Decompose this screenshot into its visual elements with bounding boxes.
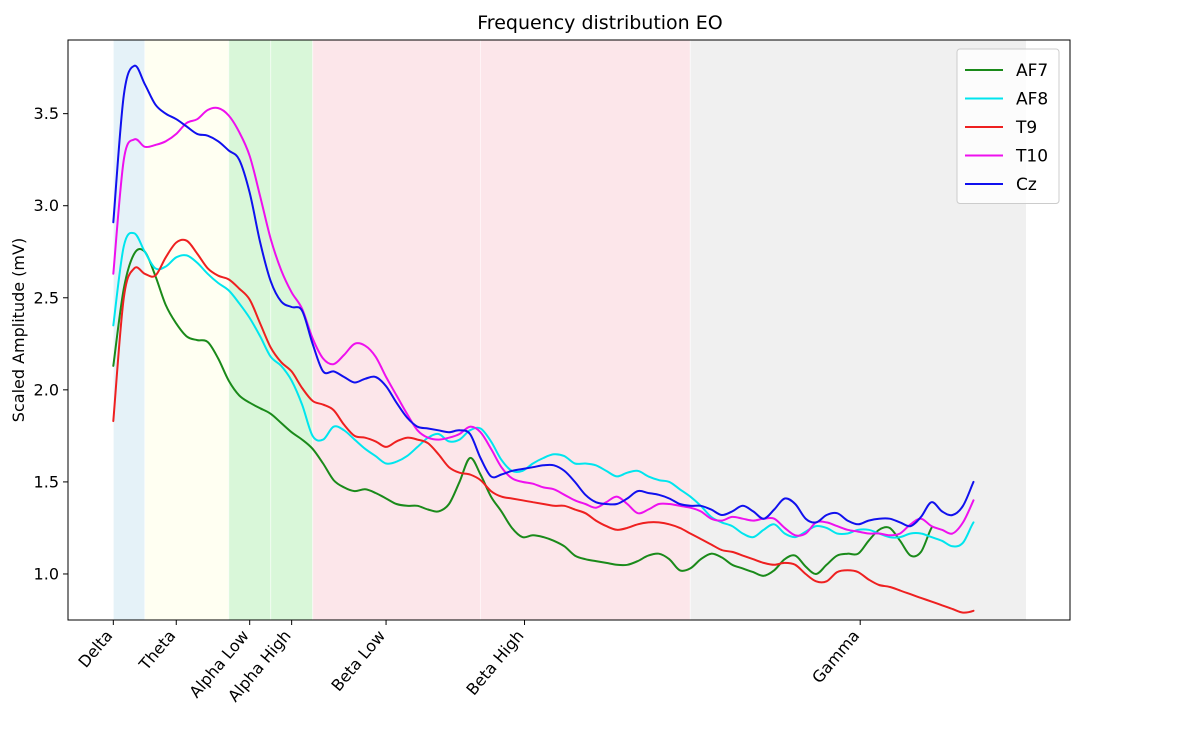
frequency-bands (112, 40, 1026, 620)
legend-box (956, 48, 1060, 204)
x-tick-label: Delta (74, 626, 116, 671)
band-beta-low (312, 40, 481, 620)
y-tick-label: 1.0 (34, 564, 59, 583)
series-line-af7 (112, 247, 933, 577)
y-tick-label: 1.5 (34, 472, 59, 491)
series-line-t10 (112, 106, 975, 537)
legend-label-cz: Cz (1016, 175, 1037, 195)
band-alpha-low (228, 40, 271, 620)
y-tick-label: 2.5 (34, 288, 59, 307)
y-tick-label: 3.0 (34, 196, 59, 215)
plot-area-frame (67, 39, 1071, 621)
band-theta (144, 40, 229, 620)
y-tick-label: 3.5 (34, 104, 59, 123)
legend-label-t9: T9 (1015, 118, 1037, 138)
y-axis-label: Scaled Amplitude (mV) (9, 238, 28, 422)
band-alpha-high (270, 40, 313, 620)
x-tick-label: Theta (135, 626, 180, 674)
x-tick-label: Beta High (462, 626, 527, 699)
y-tick-label: 2.0 (34, 380, 59, 399)
chart-title: Frequency distribution EO (477, 12, 722, 34)
series-line-cz (112, 64, 975, 528)
x-tick-label: Gamma (808, 626, 863, 687)
x-tick-label: Beta Low (327, 626, 389, 695)
series-line-t9 (112, 238, 975, 614)
band-beta-high (480, 40, 691, 620)
y-axis: 1.0 1.5 2.0 2.5 3.0 3.5 (34, 104, 68, 583)
legend: AF7 AF8 T9 T10 Cz (956, 48, 1060, 204)
series-line-af8 (112, 231, 975, 548)
legend-label-af8: AF8 (1016, 90, 1048, 110)
legend-label-t10: T10 (1015, 147, 1048, 167)
series-lines (112, 64, 975, 614)
legend-label-af7: AF7 (1016, 61, 1048, 81)
